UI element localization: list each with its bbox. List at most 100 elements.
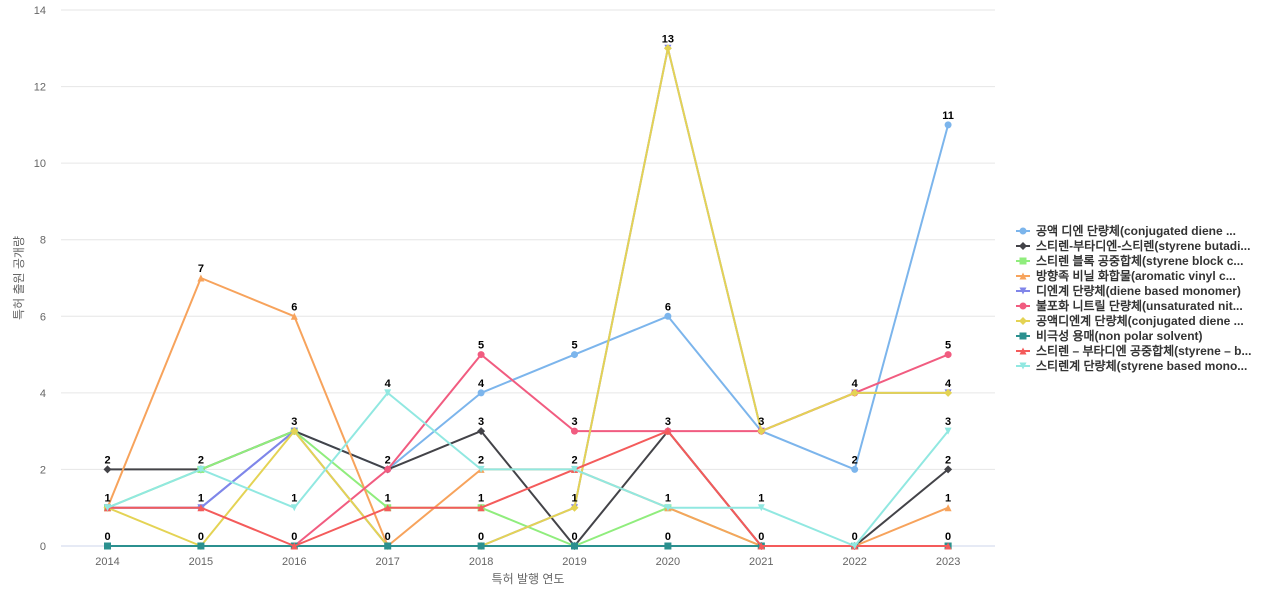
data-point [571, 351, 578, 359]
x-tick-label: 2020 [656, 556, 680, 568]
x-tick-label: 2016 [282, 556, 306, 568]
legend-label: 공액디엔계 단량체(conjugated diene ... [1036, 313, 1244, 328]
data-point [757, 504, 765, 512]
legend-item[interactable]: 스티렌계 단량체(styrene based mono... [1016, 358, 1247, 373]
data-point [477, 427, 486, 436]
data-label: 4 [945, 378, 952, 390]
legend-symbol-marker [1019, 257, 1027, 265]
x-tick-label: 2017 [375, 556, 399, 568]
legend-item[interactable]: 디엔계 단량체(diene based monomer) [1016, 283, 1241, 298]
data-point [944, 427, 952, 435]
data-point [104, 504, 111, 512]
data-label: 1 [571, 493, 577, 505]
data-label: 1 [385, 493, 391, 505]
data-label: 2 [945, 454, 951, 466]
y-tick-label: 10 [34, 158, 46, 170]
legend-label: 불포화 니트릴 단량체(unsaturated nit... [1036, 298, 1243, 313]
x-tick-label: 2021 [749, 556, 773, 568]
data-label: 3 [665, 416, 671, 428]
data-label: 0 [291, 531, 297, 543]
data-point [757, 542, 765, 550]
data-label: 13 [662, 33, 674, 45]
legend-item[interactable]: 방향족 비닐 화합물(aromatic vinyl c... [1016, 268, 1236, 283]
series [104, 427, 952, 550]
data-label: 3 [571, 416, 577, 428]
legend-item[interactable]: 불포화 니트릴 단량체(unsaturated nit... [1016, 298, 1243, 313]
data-point [664, 504, 672, 512]
series-line [107, 391, 949, 547]
y-tick-label: 2 [40, 464, 46, 476]
legend-symbol-marker [1019, 227, 1027, 235]
series [104, 44, 952, 550]
data-point [197, 504, 205, 512]
data-label: 3 [291, 416, 297, 428]
data-point [851, 465, 859, 473]
data-point [103, 465, 112, 474]
data-point [477, 351, 485, 359]
legend-symbol-marker [1019, 302, 1027, 310]
data-label: 1 [758, 493, 764, 505]
data-point [850, 388, 859, 397]
data-label: 1 [665, 493, 671, 505]
data-label: 2 [104, 454, 110, 466]
y-tick-label: 0 [40, 541, 46, 553]
data-label: 7 [198, 263, 204, 275]
data-label: 0 [104, 531, 110, 543]
x-tick-label: 2015 [189, 556, 213, 568]
legend-label: 스티렌 블록 공중합체(styrene block c... [1036, 253, 1243, 268]
legend-item[interactable]: 스티렌 – 부타디엔 공중합체(styrene – b... [1016, 343, 1251, 358]
data-label: 1 [104, 493, 110, 505]
y-axis-ticks: 0 2 4 6 8 10 12 14 [34, 5, 46, 553]
y-tick-label: 12 [34, 82, 46, 94]
series-line [107, 430, 949, 547]
legend-label: 스티렌-부타디엔-스티렌(styrene butadi... [1036, 238, 1250, 253]
y-tick-label: 8 [40, 235, 46, 247]
data-label: 1 [291, 493, 297, 505]
data-point [384, 465, 392, 473]
x-tick-label: 2019 [562, 556, 586, 568]
legend-item[interactable]: 공액 디엔 단량체(conjugated diene ... [1016, 223, 1236, 238]
data-point [197, 274, 205, 282]
data-labels: 2107210631042105432105321013631031042011… [104, 33, 953, 543]
data-point [384, 542, 392, 550]
data-label: 3 [478, 416, 484, 428]
data-label: 5 [478, 340, 484, 352]
legend-symbol-marker [1019, 362, 1027, 370]
data-label: 4 [478, 378, 485, 390]
data-label: 0 [665, 531, 671, 543]
series-line [107, 353, 949, 547]
data-label: 0 [478, 531, 484, 543]
legend-symbol-marker [1019, 272, 1027, 280]
data-point [944, 465, 953, 474]
x-tick-label: 2023 [936, 556, 960, 568]
legend-item[interactable]: 스티렌 블록 공중합체(styrene block c... [1016, 253, 1243, 268]
legend-item[interactable]: 스티렌-부타디엔-스티렌(styrene butadi... [1016, 238, 1250, 253]
legend-item[interactable]: 비극성 용매(non polar solvent) [1016, 328, 1203, 343]
data-label: 0 [945, 531, 951, 543]
data-point [384, 504, 392, 512]
data-point [664, 312, 672, 320]
data-point [477, 542, 485, 550]
data-point [851, 542, 859, 550]
legend-item[interactable]: 공액디엔계 단량체(conjugated diene ... [1016, 313, 1244, 328]
y-tick-label: 14 [34, 5, 46, 17]
data-point [664, 427, 672, 435]
legend-symbol-marker [1019, 332, 1027, 340]
legend-label: 비극성 용매(non polar solvent) [1036, 328, 1203, 343]
data-label: 1 [945, 493, 951, 505]
data-label: 5 [945, 340, 951, 352]
data-label: 0 [385, 531, 391, 543]
y-tick-label: 6 [40, 311, 46, 323]
data-label: 2 [385, 454, 391, 466]
data-point [104, 542, 111, 550]
legend-label: 디엔계 단량체(diene based monomer) [1036, 283, 1241, 298]
data-label: 0 [852, 531, 858, 543]
legend-symbol-marker [1019, 317, 1027, 325]
data-point [664, 542, 672, 550]
data-point [944, 504, 952, 512]
x-tick-label: 2022 [842, 556, 866, 568]
data-point [290, 427, 299, 436]
y-axis-title: 특허 출원 공개량 [12, 236, 26, 320]
